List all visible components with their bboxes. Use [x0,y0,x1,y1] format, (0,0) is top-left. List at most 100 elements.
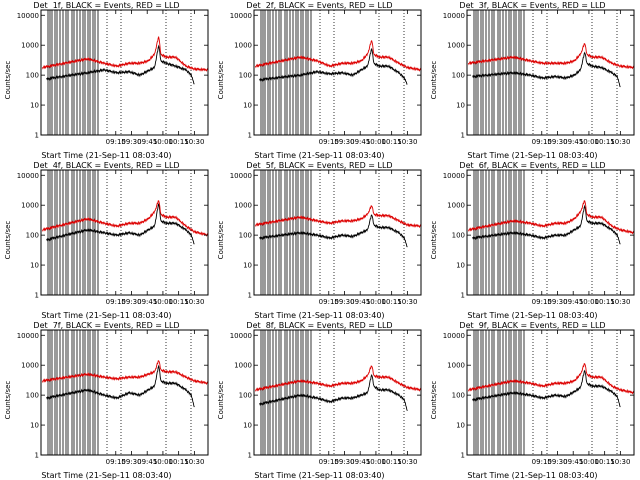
y-tick-label-5: 10000 [17,172,39,180]
plot-area: 1 10 100 1000 10000 09:1509:3009:4510:0010:15… [230,169,422,306]
detector-panel-2: Det 2f, BLACK = Events, RED = LLD Start T… [213,0,426,160]
y-tick-label-3: 100 [452,392,465,400]
detector-panel-8: Det 8f, BLACK = Events, RED = LLD Start T… [213,320,426,480]
x-tick-label-2: 09:30 [121,458,141,466]
y-tick-label-4: 1000 [234,42,252,50]
panel-title: Det 6f, BLACK = Events, RED = LLD [459,161,606,170]
y-tick-label-2: 10 [30,262,39,270]
y-tick-label-3: 100 [26,392,39,400]
y-tick-label-3: 100 [239,72,252,80]
x-axis-label: Start Time (21-Sep-11 08:03:40) [41,151,172,160]
y-tick-label-1: 1 [461,292,465,300]
y-tick-label-1: 1 [461,132,465,140]
x-tick-label-6: 10:30 [184,138,204,146]
axes-frame [40,9,209,136]
x-tick-label-3: 09:45 [350,458,370,466]
plot-area: 1 10 100 1000 10000 09:1509:3009:4510:0010:15… [17,9,209,146]
x-tick-label-1: 09:15 [532,138,552,146]
y-tick-label-5: 10000 [17,12,39,20]
series-lld-line [41,200,209,237]
x-tick-label-3: 09:45 [563,138,583,146]
axes-frame [253,329,422,456]
y-tick-label-4: 1000 [447,42,465,50]
y-tick-label-3: 100 [26,72,39,80]
y-tick-label-2: 10 [456,262,465,270]
y-tick-label-3: 100 [239,392,252,400]
x-tick-label-1: 09:15 [106,138,126,146]
x-tick-label-5: 10:15 [169,298,189,306]
x-axis-label: Start Time (21-Sep-11 08:03:40) [467,311,598,320]
plot-area: 1 10 100 1000 10000 09:1509:3009:4510:0010:15… [230,329,422,466]
y-tick-label-3: 100 [452,72,465,80]
x-tick-label-1: 09:15 [532,298,552,306]
y-tick-label-2: 10 [30,422,39,430]
x-tick-label-4: 10:00 [579,458,599,466]
series-events-line [472,369,621,408]
axes-frame [466,169,635,296]
y-tick-label-4: 1000 [447,362,465,370]
panel-title: Det 1f, BLACK = Events, RED = LLD [33,1,180,10]
y-tick-label-3: 100 [26,232,39,240]
y-tick-label-4: 1000 [234,202,252,210]
y-tick-label-2: 10 [30,102,39,110]
x-tick-label-3: 09:45 [350,138,370,146]
detector-panel-4: Det 4f, BLACK = Events, RED = LLD Start T… [0,160,213,320]
y-tick-label-5: 10000 [230,172,252,180]
y-tick-label-5: 10000 [443,12,465,20]
series-lld-line [41,360,209,386]
y-tick-label-2: 10 [456,102,465,110]
series-lld-line [467,43,635,70]
y-tick-label-2: 10 [243,102,252,110]
panel-title: Det 8f, BLACK = Events, RED = LLD [246,321,393,330]
x-tick-label-2: 09:30 [547,138,567,146]
x-axis-label: Start Time (21-Sep-11 08:03:40) [254,311,385,320]
detector-panel-7: Det 7f, BLACK = Events, RED = LLD Start T… [0,320,213,480]
y-tick-label-1: 1 [248,292,252,300]
series-events-line [259,374,408,412]
x-axis-label: Start Time (21-Sep-11 08:03:40) [41,311,172,320]
x-tick-label-6: 10:30 [610,298,630,306]
series-events-line [472,51,621,88]
y-tick-label-5: 10000 [230,12,252,20]
x-tick-label-4: 10:00 [153,298,173,306]
x-tick-label-3: 09:45 [137,458,157,466]
y-tick-label-4: 1000 [21,202,39,210]
series-lld-line [254,40,422,72]
x-tick-label-3: 09:45 [350,298,370,306]
series-events-line [472,204,621,245]
y-tick-label-1: 1 [35,452,39,460]
series-lld-line [254,365,422,392]
x-tick-label-5: 10:15 [169,458,189,466]
x-tick-label-4: 10:00 [366,298,386,306]
y-tick-label-2: 10 [243,262,252,270]
x-axis-label: Start Time (21-Sep-11 08:03:40) [467,471,598,480]
x-axis-label: Start Time (21-Sep-11 08:03:40) [254,471,385,480]
y-tick-label-1: 1 [248,132,252,140]
plot-area: 1 10 100 1000 10000 09:1509:3009:4510:0010:15… [17,169,209,306]
x-tick-label-2: 09:30 [121,298,141,306]
x-tick-label-6: 10:30 [397,458,417,466]
y-tick-label-2: 10 [243,422,252,430]
plot-area: 1 10 100 1000 10000 09:1509:3009:4510:0010:15… [443,169,635,306]
x-tick-label-5: 10:15 [595,298,615,306]
x-tick-label-3: 09:45 [563,458,583,466]
x-tick-label-5: 10:15 [382,138,402,146]
series-events-line [259,47,408,85]
x-tick-label-5: 10:15 [382,298,402,306]
x-tick-label-5: 10:15 [169,138,189,146]
x-tick-label-5: 10:15 [595,458,615,466]
x-tick-label-4: 10:00 [579,138,599,146]
detector-panel-6: Det 6f, BLACK = Events, RED = LLD Start T… [426,160,639,320]
axes-frame [40,169,209,296]
x-axis-label: Start Time (21-Sep-11 08:03:40) [254,151,385,160]
x-tick-label-6: 10:30 [610,458,630,466]
x-tick-label-6: 10:30 [184,458,204,466]
series-events-line [46,44,195,85]
plot-area: 1 10 100 1000 10000 09:1509:3009:4510:0010:15… [230,9,422,146]
x-tick-label-1: 09:15 [319,298,339,306]
x-tick-label-3: 09:45 [563,298,583,306]
axes-frame [466,329,635,456]
panel-title: Det 7f, BLACK = Events, RED = LLD [33,321,180,330]
panel-title: Det 5f, BLACK = Events, RED = LLD [246,161,393,170]
